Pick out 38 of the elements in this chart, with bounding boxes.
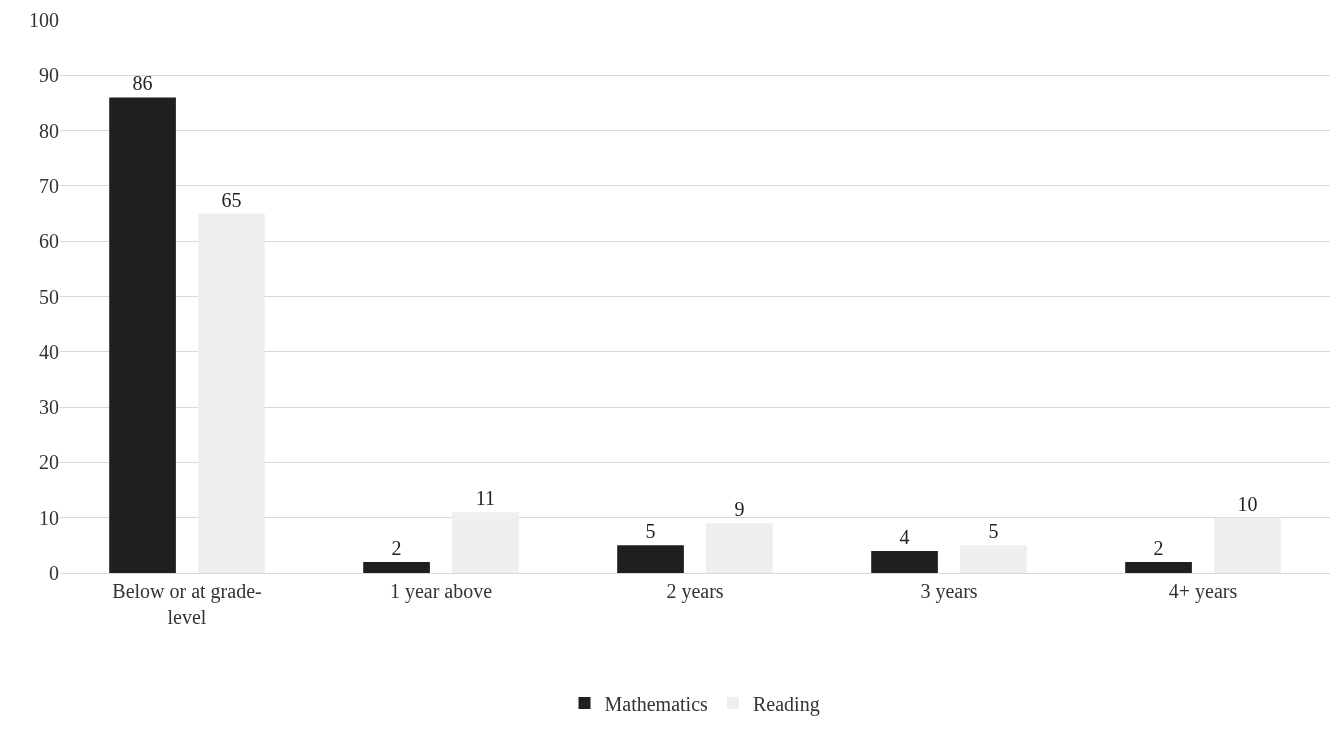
data-label: 65 bbox=[221, 188, 242, 211]
data-label: 4 bbox=[899, 525, 910, 548]
bar bbox=[1214, 517, 1281, 573]
data-label: 2 bbox=[1153, 536, 1164, 559]
y-tick-label: 80 bbox=[39, 119, 59, 142]
x-tick-label: 4+ years bbox=[1168, 580, 1238, 603]
y-tick-label: 70 bbox=[39, 174, 59, 197]
bar bbox=[1125, 561, 1192, 573]
x-tick-label: Below or at grade-level bbox=[112, 580, 262, 628]
y-tick-label: 60 bbox=[39, 230, 59, 253]
y-tick-label: 100 bbox=[29, 9, 59, 31]
legend-label: Reading bbox=[753, 692, 820, 716]
y-tick-label: 20 bbox=[39, 451, 59, 474]
y-tick-label: 50 bbox=[39, 285, 59, 308]
x-tick-label: 2 years bbox=[666, 580, 724, 603]
y-tick-label: 90 bbox=[39, 64, 59, 87]
bar bbox=[198, 213, 265, 573]
data-label: 9 bbox=[734, 498, 745, 521]
legend-label: Mathematics bbox=[604, 692, 709, 715]
data-label: 86 bbox=[132, 72, 153, 95]
bar bbox=[871, 550, 938, 573]
y-tick-label: 0 bbox=[49, 562, 59, 584]
x-tick-label: 1 year above bbox=[389, 580, 493, 603]
bar bbox=[706, 523, 773, 573]
bar bbox=[363, 561, 430, 573]
x-tick-label: 3 years bbox=[920, 580, 978, 603]
bar bbox=[617, 545, 684, 573]
bar bbox=[452, 512, 519, 573]
bar bbox=[960, 545, 1027, 573]
data-label: 5 bbox=[988, 520, 999, 543]
y-tick-label: 40 bbox=[39, 340, 59, 363]
bar bbox=[109, 97, 176, 573]
y-tick-label: 30 bbox=[39, 396, 59, 419]
data-label: 5 bbox=[645, 520, 656, 543]
data-label: 11 bbox=[475, 487, 496, 510]
y-tick-label: 10 bbox=[39, 506, 59, 529]
data-label: 2 bbox=[391, 536, 402, 559]
data-label: 10 bbox=[1237, 492, 1258, 515]
